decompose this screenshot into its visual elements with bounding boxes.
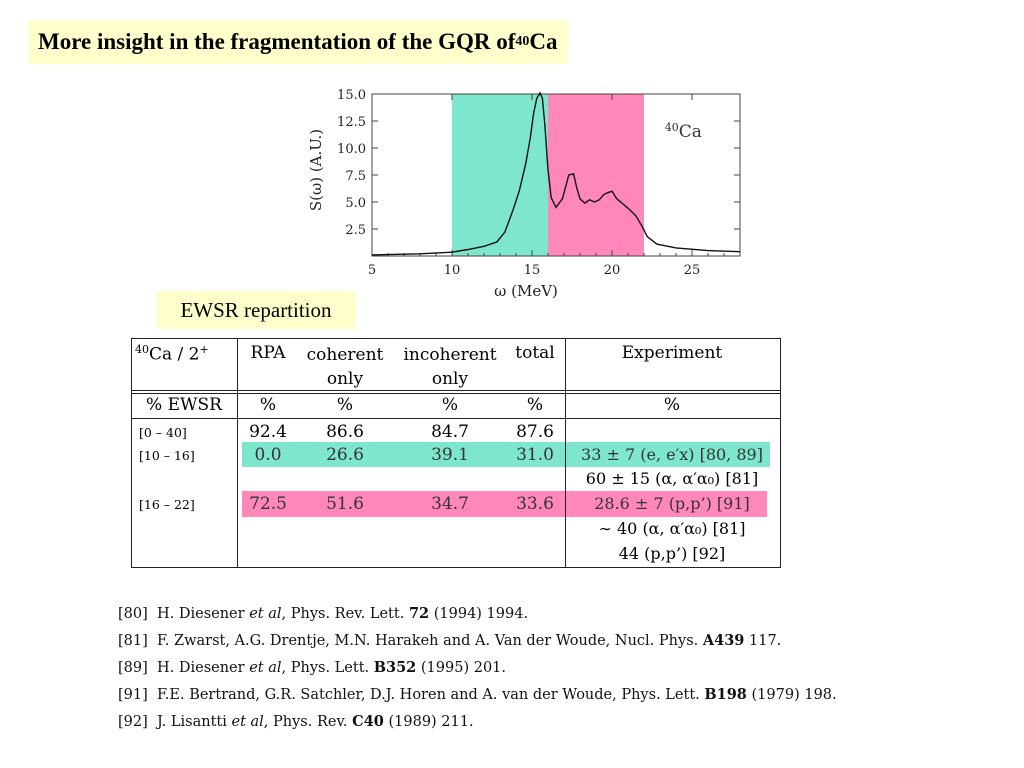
table-rule <box>131 418 781 419</box>
reference-number: [80] <box>118 606 157 622</box>
title-tail: Ca <box>529 29 558 54</box>
row-interval-label: [10 – 16] <box>139 448 195 463</box>
reference-item: [80] H. Diesener et al, Phys. Rev. Lett.… <box>118 600 837 627</box>
cell-coh: 51.6 <box>326 494 364 514</box>
reference-authors: F.E. Bertrand, G.R. Satchler, D.J. Horen… <box>156 687 705 703</box>
cell-experiment: 33 ± 7 (e, e′x) [80, 89] <box>581 445 763 464</box>
y-tick-label: 5.0 <box>345 196 366 211</box>
units-total: % <box>526 395 544 415</box>
reference-volume: A439 <box>702 632 745 649</box>
reference-year-page: (1995) 201. <box>416 660 506 676</box>
reference-authors: J. Lisantti <box>156 714 232 730</box>
cell-tot: 31.0 <box>516 445 554 465</box>
reference-journal: , Phys. Rev. <box>263 714 353 730</box>
cell-coh: 26.6 <box>326 445 364 465</box>
table-border <box>131 338 781 339</box>
header-incoherent: incoherent only <box>403 345 497 389</box>
reference-year-page: 117. <box>744 633 782 649</box>
header-nucleus: 40Ca / 2+ <box>135 343 209 365</box>
table-border <box>131 338 132 568</box>
cell-rpa: 0.0 <box>254 445 282 465</box>
table-rule <box>237 338 238 568</box>
x-tick-label: 25 <box>684 263 701 278</box>
chart-svg: 5 10 15 20 25 2.5 5.0 7.5 10.0 12.5 15.0 ω (MeV) S(ω… <box>307 88 741 300</box>
reference-item: [92] J. Lisantti et al, Phys. Rev. C40 (… <box>118 708 837 735</box>
units-experiment: % <box>663 395 681 415</box>
y-tick-label: 12.5 <box>337 115 366 130</box>
x-tick-label: 10 <box>444 263 461 278</box>
reference-authors: H. Diesener <box>156 660 250 676</box>
cell-experiment: 28.6 ± 7 (p,p’) [91] <box>594 494 750 513</box>
cell-inc: 84.7 <box>431 422 469 442</box>
row-highlight-green <box>242 442 770 467</box>
row-interval-label: [16 – 22] <box>139 497 195 512</box>
units-coherent: % <box>336 395 354 415</box>
y-axis-label: S(ω) (A.U.) <box>307 129 325 211</box>
reference-volume: C40 <box>352 713 384 730</box>
table-rule <box>565 338 566 568</box>
reference-number: [89] <box>118 660 157 676</box>
ewsr-table: 40Ca / 2+ RPA coherent only incoherent o… <box>131 338 781 568</box>
cell-rpa: 72.5 <box>249 494 287 514</box>
header-total: total <box>515 343 555 363</box>
reference-item: [89] H. Diesener et al, Phys. Lett. B352… <box>118 654 837 681</box>
header-rpa: RPA <box>250 343 286 363</box>
cell-inc: 39.1 <box>431 445 469 465</box>
row-highlight-pink <box>242 491 767 517</box>
y-tick-label: 7.5 <box>345 169 366 184</box>
cell-tot: 33.6 <box>516 494 554 514</box>
reference-etal: et al <box>249 606 282 622</box>
reference-number: [91] <box>118 687 157 703</box>
reference-volume: B352 <box>373 659 417 676</box>
reference-year-page: (1979) 198. <box>746 687 837 703</box>
row-interval-label: [0 – 40] <box>139 425 187 440</box>
slide-title: More insight in the fragmentation of the… <box>28 20 568 64</box>
reference-number: [92] <box>118 714 157 730</box>
table-border <box>780 338 781 568</box>
units-ewsr: % EWSR <box>146 395 222 415</box>
strength-chart: 5 10 15 20 25 2.5 5.0 7.5 10.0 12.5 15.0 ω (MeV) S(ω… <box>295 82 765 307</box>
cell-coh: 86.6 <box>326 422 364 442</box>
reference-volume: 72 <box>408 605 430 622</box>
strength-curve <box>371 91 741 256</box>
reference-etal: et al <box>231 714 264 730</box>
y-tick-label: 10.0 <box>337 142 366 157</box>
x-tick-label: 15 <box>524 263 541 278</box>
title-text: More insight in the fragmentation of the… <box>38 29 516 54</box>
x-tick-label: 5 <box>368 263 376 278</box>
table-rule <box>131 390 781 391</box>
table-rule <box>131 393 781 394</box>
table-border <box>131 567 781 568</box>
cell-rpa: 92.4 <box>249 422 287 442</box>
reference-journal: , Phys. Rev. Lett. <box>281 606 409 622</box>
reference-authors: F. Zwarst, A.G. Drentje, M.N. Harakeh an… <box>156 633 703 649</box>
header-experiment: Experiment <box>621 343 723 363</box>
ca40-annotation: 40Ca <box>665 121 702 142</box>
cell-tot: 87.6 <box>516 422 554 442</box>
references: [80] H. Diesener et al, Phys. Rev. Lett.… <box>118 600 837 735</box>
cell-experiment: 44 (p,p’) [92] <box>618 544 726 563</box>
y-tick-label: 2.5 <box>345 223 366 238</box>
reference-number: [81] <box>118 633 157 649</box>
reference-journal: , Phys. Lett. <box>281 660 374 676</box>
x-tick-label: 20 <box>604 263 621 278</box>
reference-volume: B198 <box>704 686 747 703</box>
reference-authors: H. Diesener <box>156 606 250 622</box>
units-rpa: % <box>259 395 277 415</box>
energy-band-2 <box>548 94 644 256</box>
header-coherent: coherent only <box>306 345 384 389</box>
x-axis-label: ω (MeV) <box>494 282 558 300</box>
cell-experiment: 60 ± 15 (α, α′α₀) [81] <box>585 469 759 488</box>
reference-etal: et al <box>249 660 282 676</box>
title-isotope-sup: 40 <box>515 34 530 49</box>
y-tick-label: 15.0 <box>337 88 366 103</box>
reference-year-page: (1989) 211. <box>383 714 474 730</box>
reference-year-page: (1994) 1994. <box>429 606 529 622</box>
cell-experiment: ∼ 40 (α, α′α₀) [81] <box>598 519 746 538</box>
reference-item: [91] F.E. Bertrand, G.R. Satchler, D.J. … <box>118 681 837 708</box>
cell-inc: 34.7 <box>431 494 469 514</box>
reference-item: [81] F. Zwarst, A.G. Drentje, M.N. Harak… <box>118 627 837 654</box>
ewsr-label: EWSR repartition <box>156 291 356 329</box>
units-incoherent: % <box>441 395 459 415</box>
